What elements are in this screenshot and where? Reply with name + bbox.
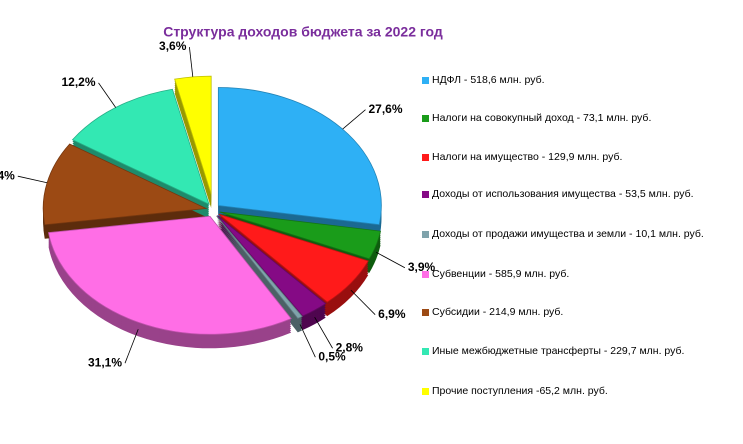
legend-swatch [422,348,429,355]
slice [216,215,303,319]
data-label: 6,9% [378,307,406,321]
legend-entry: Налоги на совокупный доход - 73,1 млн. р… [432,112,652,124]
leader-line [314,316,333,349]
leader-line [299,324,316,358]
slice [217,87,382,226]
legend-swatch [422,191,429,198]
legend-entry: НДФЛ - 518,6 млн. руб. [432,74,545,86]
slice [218,213,369,303]
leader-line [342,109,366,130]
slice [71,88,210,206]
data-label: 3,6% [159,39,187,53]
slice [42,143,208,226]
slice [216,215,327,317]
slice [219,211,382,260]
data-label: 3,9% [408,260,436,274]
leader-line [124,329,139,364]
leader-line [189,47,194,77]
legend-swatch [422,231,429,238]
legend-entry: Доходы от продажи имущества и земли - 10… [432,228,704,240]
legend-swatch [422,77,429,84]
leader-line [350,289,376,315]
legend-swatch [422,388,429,395]
data-label: 27,6% [368,102,402,116]
legend-swatch [422,115,429,122]
chart-title: Структура доходов бюджета за 2022 год [163,24,443,40]
slice [47,215,292,335]
data-label: 12,2% [61,75,95,89]
data-label: 2,8% [336,340,364,354]
legend-entry: Иные межбюджетные трансферты - 229,7 млн… [432,345,685,357]
legend-entry: Прочие поступления -65,2 млн. руб. [432,385,608,397]
data-label: 0,5% [318,349,346,363]
legend-swatch [422,271,429,278]
legend-swatch [422,154,429,161]
leader-line [17,175,48,184]
data-label: 31,1% [88,355,122,369]
legend-swatch [422,309,429,316]
legend-entry: Субвенции - 585,9 млн. руб. [432,268,570,280]
legend-entry: Доходы от использования имущества - 53,5… [432,188,694,200]
legend-entry: Налоги на имущество - 129,9 млн. руб. [432,151,623,163]
legend-entry: Субсидии - 214,9 млн. руб. [432,306,564,318]
data-label: 11,4% [0,168,15,182]
leader-line [98,82,117,108]
leader-line [375,251,406,269]
